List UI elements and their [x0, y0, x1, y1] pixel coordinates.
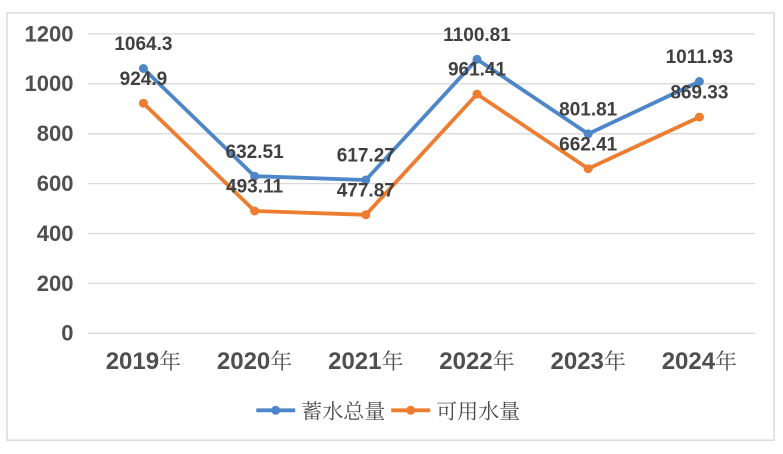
svg-text:400: 400 — [37, 221, 74, 246]
svg-text:1064.3: 1064.3 — [114, 34, 172, 55]
svg-text:869.33: 869.33 — [670, 83, 728, 104]
svg-text:2019: 2019 — [106, 348, 159, 375]
svg-text:2023: 2023 — [551, 348, 604, 375]
svg-text:1000: 1000 — [25, 71, 74, 96]
svg-text:2020: 2020 — [217, 348, 270, 375]
svg-text:1200: 1200 — [25, 21, 74, 46]
svg-text:1011.93: 1011.93 — [666, 47, 734, 68]
svg-text:662.41: 662.41 — [559, 134, 618, 155]
svg-text:600: 600 — [37, 171, 74, 196]
svg-text:0: 0 — [61, 321, 73, 346]
svg-text:2021: 2021 — [328, 348, 381, 375]
svg-text:2022: 2022 — [439, 348, 492, 375]
svg-text:477.87: 477.87 — [337, 180, 395, 201]
svg-text:2024: 2024 — [662, 348, 716, 375]
svg-text:1100.81: 1100.81 — [443, 25, 511, 46]
svg-text:801.81: 801.81 — [559, 100, 618, 121]
svg-text:493.11: 493.11 — [226, 177, 283, 198]
svg-text:200: 200 — [37, 271, 74, 296]
svg-text:632.51: 632.51 — [226, 142, 285, 163]
svg-text:800: 800 — [37, 121, 74, 146]
svg-text:617.27: 617.27 — [337, 146, 395, 167]
svg-text:924.9: 924.9 — [120, 69, 168, 90]
svg-text:961.41: 961.41 — [448, 60, 507, 81]
